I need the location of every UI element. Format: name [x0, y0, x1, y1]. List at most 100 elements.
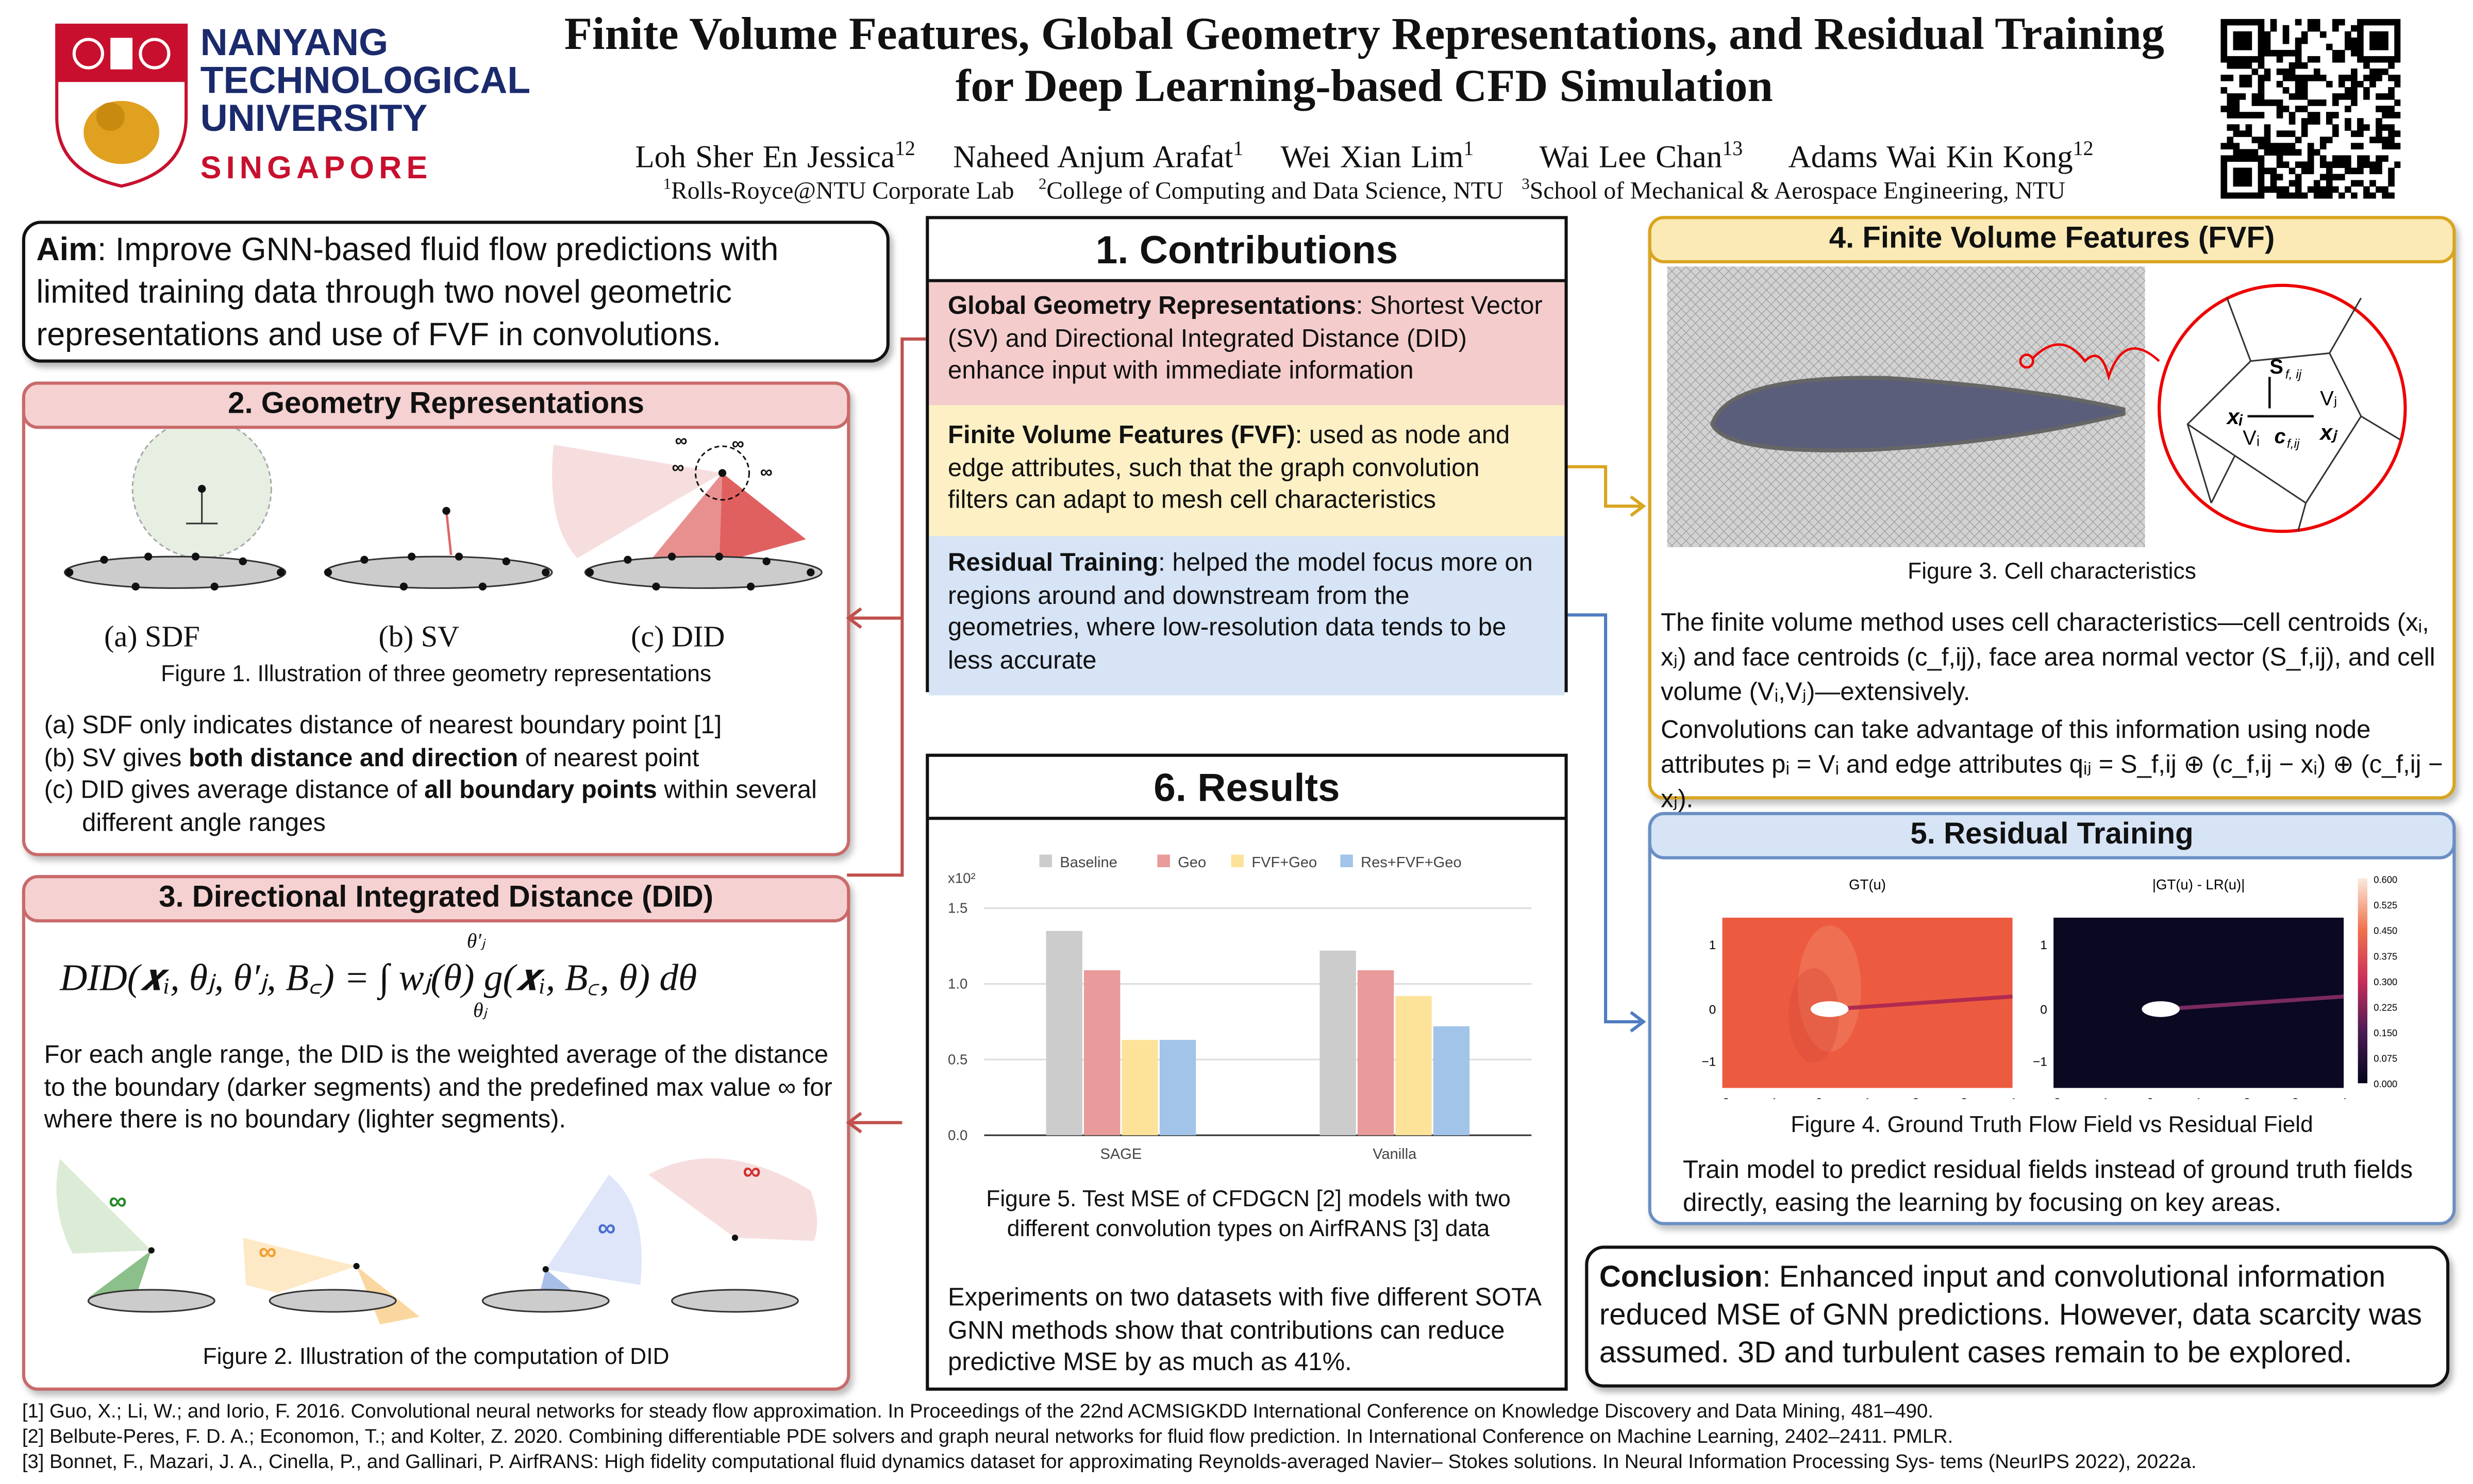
colorbar-tick: 0.525: [2374, 900, 2397, 910]
contribution-item: Residual Training: helped the model focu…: [929, 536, 1565, 696]
uni-line: UNIVERSITY: [200, 97, 428, 141]
bar-baseline-sage: [1046, 931, 1082, 1136]
colorbar-tick: 0.150: [2374, 1027, 2397, 1038]
x-tick-label: 4: [2340, 1096, 2347, 1099]
x-tick-label: Vanilla: [1373, 1146, 1417, 1162]
plot-title: GT(u): [1849, 876, 1886, 892]
label-sdf: (a) SDF: [104, 621, 200, 654]
author: Loh Sher En Jessica12: [635, 136, 915, 175]
airfoil-shape: [2142, 1001, 2180, 1017]
infinity-label: ∞: [597, 1216, 616, 1243]
affiliation: 3School of Mechanical & Aerospace Engine…: [1522, 176, 2066, 206]
x-tick-label: 2: [1912, 1096, 1919, 1099]
x-tick-label: −2: [2046, 1096, 2061, 1099]
label-s: S: [2269, 356, 2283, 378]
colorbar-tick: 0.300: [2374, 976, 2397, 987]
reference-item: [3] Bonnet, F., Mazari, J. A., Cinella, …: [22, 1451, 2197, 1473]
residual-text: Train model to predict residual fields i…: [1683, 1157, 2413, 1217]
title-line: Finite Volume Features, Global Geometry …: [564, 9, 2165, 60]
section-title: 2. Geometry Representations: [22, 381, 850, 429]
section-title: 1. Contributions: [929, 219, 1565, 282]
label-xj: xⱼ: [2319, 420, 2338, 445]
aim-text: Aim: Improve GNN-based fluid flow predic…: [36, 231, 779, 353]
x-tick-label: 1: [2195, 1096, 2202, 1099]
x-tick-label: −1: [1763, 1096, 1778, 1099]
legend-swatch: [1039, 854, 1052, 867]
infinity-label: ∞: [109, 1189, 127, 1216]
x-tick-label: 0: [2147, 1096, 2154, 1099]
author: Wai Lee Chan13: [1539, 136, 1743, 175]
y-tick-label: 1.0: [948, 976, 967, 992]
y-tick-label: 1: [2040, 938, 2047, 952]
list-item: (a) SDF only indicates distance of neare…: [44, 713, 722, 740]
bar-res-fvf-geo-vanilla: [1433, 1026, 1470, 1136]
x-tick-label: 3: [1961, 1096, 1968, 1099]
list-item: (c) DID gives average distance of all bo…: [44, 777, 817, 837]
bar-geo-vanilla: [1357, 970, 1394, 1136]
y-tick-label: 0.0: [948, 1127, 967, 1143]
x-tick-label: SAGE: [1100, 1146, 1142, 1162]
y-tick-label: 1.5: [948, 900, 967, 916]
reference-item: [2] Belbute-Peres, F. D. A.; Economon, T…: [22, 1425, 1953, 1448]
did-section: 3. Directional Integrated Distance (DID)…: [22, 875, 850, 1391]
airfoil-shape: [1810, 1001, 1849, 1017]
qr-code[interactable]: [2220, 19, 2401, 199]
label-c-subscript: f,ij: [2287, 437, 2300, 451]
results-bar-chart: Baseline Geo FVF+Geo Res+FVF+Geo x10² 0.0 0.5 1…: [948, 854, 1532, 1162]
infinity-label: ∞: [675, 432, 688, 451]
author: Adams Wai Kin Kong12: [1788, 136, 2094, 175]
y-tick-label: 0: [2040, 1003, 2047, 1017]
section-title: 6. Results: [929, 757, 1565, 820]
label-c: c: [2275, 425, 2286, 448]
bar-geo-sage: [1083, 970, 1121, 1136]
y-scale-label: x10²: [948, 870, 976, 886]
x-tick-label: 4: [2009, 1096, 2016, 1099]
infinity-label: ∞: [258, 1239, 277, 1267]
did-figure: [56, 1158, 817, 1325]
legend-label: FVF+Geo: [1251, 854, 1317, 871]
uni-line: NANYANG: [200, 22, 389, 65]
fvf-mesh-figure: xᵢ S f, ij c f,ij xⱼ Vⱼ Vᵢ: [1667, 266, 2407, 547]
conclusion-box: Conclusion: Enhanced input and convoluti…: [1585, 1245, 2450, 1388]
affiliation: 1Rolls-Royce@NTU Corporate Lab: [663, 176, 1014, 206]
geometry-figure: [63, 429, 823, 591]
infinity-label: ∞: [760, 463, 773, 483]
colorbar-tick: 0.600: [2374, 874, 2397, 885]
legend-swatch: [1231, 854, 1244, 867]
legend-swatch: [1340, 854, 1353, 867]
y-tick-label: −1: [2033, 1055, 2047, 1069]
label-vi: Vᵢ: [2243, 427, 2260, 449]
label-xi: xᵢ: [2226, 404, 2244, 429]
fvf-text-1: The finite volume method uses cell chara…: [1661, 610, 2435, 706]
list-item: (b) SV gives both distance and direction…: [44, 745, 699, 772]
did-formula: DID(𝒙ᵢ, θⱼ, θ′ⱼ, B꜀) = ∫ wⱼ(θ) g(𝒙ᵢ, B꜀,…: [60, 929, 697, 1022]
conclusion-text: Conclusion: Enhanced input and convoluti…: [1599, 1261, 2422, 1371]
colorbar-tick: 0.450: [2374, 925, 2397, 936]
x-tick-label: −2: [1715, 1096, 1730, 1099]
title-line: for Deep Learning-based CFD Simulation: [955, 61, 1773, 112]
fvf-section: 4. Finite Volume Features (FVF) xᵢ S f, …: [1648, 216, 2456, 814]
figure-5-caption: Figure 5. Test MSE of CFDGCN [2] models …: [986, 1187, 1511, 1243]
x-tick-label: 3: [2292, 1096, 2299, 1099]
references: [1] Guo, X.; Li, W.; and Iorio, F. 2016.…: [22, 1398, 2459, 1474]
x-tick-label: −1: [2095, 1096, 2109, 1099]
colorbar-tick: 0.075: [2374, 1053, 2397, 1064]
integral-lower: θⱼ: [473, 998, 487, 1022]
legend-label: Baseline: [1060, 854, 1117, 871]
affiliations: 1Rolls-Royce@NTU Corporate Lab 2College …: [536, 177, 2192, 207]
colorbar: [2358, 878, 2368, 1084]
university-country: SINGAPORE: [200, 151, 432, 187]
label-sv: (b) SV: [378, 621, 460, 654]
integral-upper: θ′ⱼ: [466, 929, 485, 953]
figure-2-caption: Figure 2. Illustration of the computatio…: [203, 1345, 670, 1371]
section-title: 5. Residual Training: [1648, 812, 2456, 859]
section-title: 3. Directional Integrated Distance (DID): [22, 875, 850, 923]
figure-4-caption: Figure 4. Ground Truth Flow Field vs Res…: [1791, 1113, 2313, 1139]
legend-swatch: [1157, 854, 1170, 867]
geometry-section: 2. Geometry Representations ∞ ∞ ∞ ∞ (a) …: [22, 381, 850, 856]
university-name: NANYANG TECHNOLOGICAL UNIVERSITY: [200, 22, 531, 141]
infinity-label: ∞: [672, 459, 684, 478]
label-s-subscript: f, ij: [2285, 367, 2302, 381]
